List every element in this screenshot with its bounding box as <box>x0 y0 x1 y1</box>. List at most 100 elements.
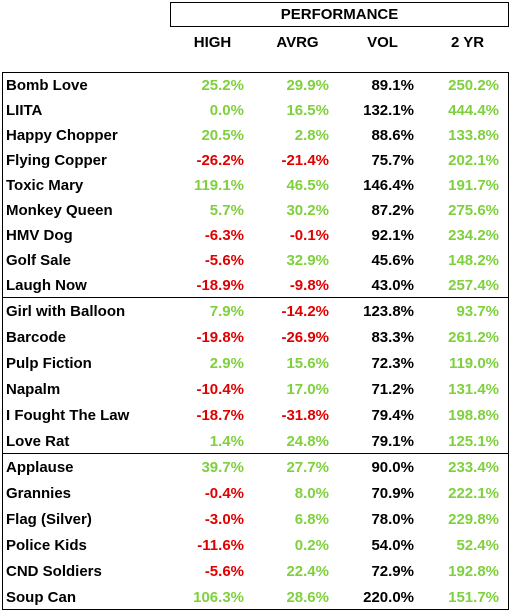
cell-value: 46.5% <box>286 177 329 194</box>
group-box <box>2 453 509 610</box>
cell-value: 192.8% <box>448 562 499 580</box>
cell-value: 119.0% <box>448 354 499 372</box>
cell-value: 32.9% <box>286 252 329 269</box>
row-name: Barcode <box>6 328 67 346</box>
cell-value: -3.0% <box>204 510 244 528</box>
row-name: CND Soldiers <box>6 562 102 580</box>
row-name: Toxic Mary <box>6 177 84 194</box>
row-name: Pulp Fiction <box>6 354 92 372</box>
cell-value: 6.8% <box>294 510 329 528</box>
cell-value: 261.2% <box>448 328 499 346</box>
cell-value: 16.5% <box>286 102 329 119</box>
cell-value: 78.0% <box>371 510 414 528</box>
cell-value: 123.8% <box>363 302 414 320</box>
header-title: PERFORMANCE <box>280 6 399 23</box>
cell-value: -0.4% <box>204 484 244 502</box>
column-header: VOL <box>367 34 398 51</box>
cell-value: 43.0% <box>371 277 414 294</box>
row-name: Golf Sale <box>6 252 72 269</box>
cell-value: 106.3% <box>193 588 244 606</box>
cell-value: 250.2% <box>448 77 499 94</box>
cell-value: 28.6% <box>286 588 329 606</box>
cell-value: 119.1% <box>193 177 244 194</box>
cell-value: 70.9% <box>371 484 414 502</box>
cell-value: 30.2% <box>286 202 329 219</box>
cell-value: -26.9% <box>281 328 329 346</box>
row-name: Girl with Balloon <box>6 302 126 320</box>
row-name: Police Kids <box>6 536 87 554</box>
cell-value: 20.5% <box>201 127 244 144</box>
cell-value: 52.4% <box>456 536 499 554</box>
row-name: Applause <box>6 458 74 476</box>
cell-value: -5.6% <box>204 562 244 580</box>
cell-value: -19.8% <box>196 328 244 346</box>
cell-value: 0.2% <box>294 536 329 554</box>
cell-value: -5.6% <box>204 252 244 269</box>
cell-value: 92.1% <box>371 227 414 244</box>
row-name: Happy Chopper <box>6 127 118 144</box>
row-name: Love Rat <box>6 432 70 450</box>
row-name: HMV Dog <box>6 227 73 244</box>
cell-value: -14.2% <box>281 302 329 320</box>
cell-value: 233.4% <box>448 458 499 476</box>
cell-value: 275.6% <box>448 202 499 219</box>
column-header: HIGH <box>193 34 232 51</box>
row-name: Flag (Silver) <box>6 510 92 528</box>
group-box <box>2 297 509 454</box>
cell-value: 125.1% <box>448 432 499 450</box>
cell-value: 83.3% <box>371 328 414 346</box>
cell-value: 25.2% <box>201 77 244 94</box>
cell-value: 89.1% <box>371 77 414 94</box>
cell-value: 45.6% <box>371 252 414 269</box>
cell-value: 39.7% <box>201 458 244 476</box>
cell-value: 17.0% <box>286 380 329 398</box>
cell-value: 90.0% <box>371 458 414 476</box>
row-name: LIITA <box>6 102 43 119</box>
cell-value: 444.4% <box>448 102 499 119</box>
cell-value: 7.9% <box>209 302 244 320</box>
cell-value: -21.4% <box>281 152 329 169</box>
cell-value: 132.1% <box>363 102 414 119</box>
cell-value: 148.2% <box>448 252 499 269</box>
cell-value: 24.8% <box>286 432 329 450</box>
cell-value: 72.9% <box>371 562 414 580</box>
cell-value: -26.2% <box>196 152 244 169</box>
cell-value: 220.0% <box>363 588 414 606</box>
cell-value: 146.4% <box>363 177 414 194</box>
cell-value: 198.8% <box>448 406 499 424</box>
cell-value: 15.6% <box>286 354 329 372</box>
cell-value: 151.7% <box>448 588 499 606</box>
cell-value: 79.4% <box>371 406 414 424</box>
cell-value: 75.7% <box>371 152 414 169</box>
cell-value: 234.2% <box>448 227 499 244</box>
cell-value: -18.9% <box>196 277 244 294</box>
cell-value: 72.3% <box>371 354 414 372</box>
cell-value: 191.7% <box>448 177 499 194</box>
cell-value: 88.6% <box>371 127 414 144</box>
row-name: I Fought The Law <box>6 406 130 424</box>
row-name: Monkey Queen <box>6 202 113 219</box>
cell-value: 229.8% <box>448 510 499 528</box>
cell-value: 71.2% <box>371 380 414 398</box>
cell-value: 87.2% <box>371 202 414 219</box>
cell-value: 202.1% <box>448 152 499 169</box>
cell-value: 5.7% <box>209 202 244 219</box>
cell-value: -9.8% <box>289 277 329 294</box>
cell-value: 0.0% <box>209 102 244 119</box>
cell-value: 22.4% <box>286 562 329 580</box>
cell-value: 257.4% <box>448 277 499 294</box>
cell-value: -18.7% <box>196 406 244 424</box>
row-name: Napalm <box>6 380 61 398</box>
cell-value: 222.1% <box>448 484 499 502</box>
cell-value: 2.8% <box>294 127 329 144</box>
cell-value: -10.4% <box>196 380 244 398</box>
cell-value: 2.9% <box>209 354 244 372</box>
cell-value: 54.0% <box>371 536 414 554</box>
header-box <box>170 2 509 27</box>
row-name: Flying Copper <box>6 152 107 169</box>
cell-value: 93.7% <box>456 302 499 320</box>
row-name: Grannies <box>6 484 72 502</box>
cell-value: -31.8% <box>281 406 329 424</box>
cell-value: 133.8% <box>448 127 499 144</box>
